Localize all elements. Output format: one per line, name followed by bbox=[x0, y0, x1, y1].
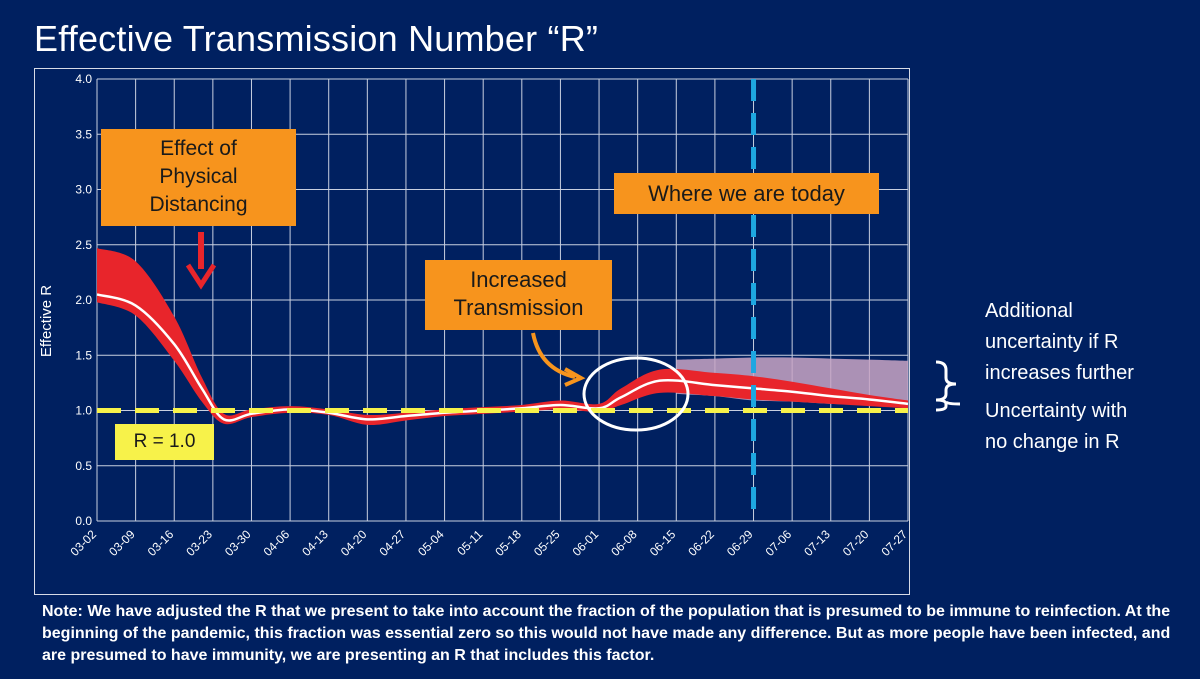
y-axis-label: Effective R bbox=[38, 285, 55, 357]
x-tick-label: 03-23 bbox=[183, 527, 215, 559]
y-tick-label: 3.0 bbox=[75, 183, 92, 197]
increased-arrow-curve bbox=[531, 332, 576, 379]
y-tick-label: 3.5 bbox=[75, 127, 92, 141]
x-tick-label: 03-16 bbox=[145, 527, 177, 559]
uncertainty-no-change-line2: no change in R bbox=[985, 431, 1120, 453]
x-tick-label: 03-30 bbox=[222, 527, 254, 559]
footnote: Note: We have adjusted the R that we pre… bbox=[42, 603, 1171, 664]
callout-today-text: Where we are today bbox=[648, 181, 845, 206]
callout-distancing-line1: Effect of bbox=[160, 137, 237, 160]
highlight-ellipse bbox=[582, 356, 690, 432]
callout-distancing-line3: Distancing bbox=[149, 193, 248, 216]
x-tick-label: 05-04 bbox=[415, 527, 447, 559]
x-tick-label: 03-02 bbox=[68, 527, 100, 559]
uncertainty-no-change-text: Uncertainty with no change in R bbox=[985, 396, 1127, 458]
brace-icon bbox=[935, 360, 961, 412]
slide-title: Effective Transmission Number “R” bbox=[34, 18, 599, 59]
x-tick-label: 05-18 bbox=[492, 527, 524, 559]
x-tick-label: 06-22 bbox=[685, 527, 717, 559]
x-tick-label: 07-13 bbox=[801, 527, 833, 559]
additional-uncertainty-line3: increases further bbox=[985, 362, 1134, 384]
distancing-arrow-icon bbox=[185, 263, 217, 290]
x-tick-label: 06-08 bbox=[608, 527, 640, 559]
x-tick-label: 07-27 bbox=[879, 527, 911, 559]
x-tick-label: 04-27 bbox=[376, 527, 408, 559]
x-tick-label: 04-13 bbox=[299, 527, 331, 559]
y-tick-label: 1.5 bbox=[75, 348, 92, 362]
x-tick-label: 07-06 bbox=[763, 527, 795, 559]
additional-uncertainty-line1: Additional bbox=[985, 300, 1073, 322]
x-tick-label: 06-29 bbox=[724, 527, 756, 559]
increased-arrow-icon bbox=[564, 367, 586, 387]
y-tick-label: 1.0 bbox=[75, 404, 92, 418]
uncertainty-band bbox=[97, 248, 908, 426]
x-tick-label: 03-09 bbox=[106, 527, 138, 559]
additional-uncertainty-line2: uncertainty if R bbox=[985, 331, 1119, 353]
callout-increased: Increased Transmission bbox=[425, 260, 612, 330]
x-tick-label: 04-06 bbox=[261, 527, 293, 559]
x-tick-label: 07-20 bbox=[840, 527, 872, 559]
x-tick-label: 04-20 bbox=[338, 527, 370, 559]
r-equals-one-label: R = 1.0 bbox=[115, 424, 214, 460]
x-tick-label: 06-15 bbox=[647, 527, 679, 559]
callout-increased-line1: Increased bbox=[470, 267, 567, 292]
x-tick-label: 06-01 bbox=[570, 527, 602, 559]
y-tick-label: 0.0 bbox=[75, 514, 92, 528]
callout-increased-line2: Transmission bbox=[453, 295, 584, 320]
callout-distancing: Effect of Physical Distancing bbox=[101, 129, 296, 226]
uncertainty-no-change-line1: Uncertainty with bbox=[985, 400, 1128, 422]
y-tick-label: 0.5 bbox=[75, 459, 92, 473]
additional-uncertainty-text: Additional uncertainty if R increases fu… bbox=[985, 296, 1134, 389]
callout-distancing-line2: Physical bbox=[159, 165, 238, 188]
y-tick-label: 2.5 bbox=[75, 238, 92, 252]
y-tick-label: 4.0 bbox=[75, 72, 92, 86]
callout-today: Where we are today bbox=[614, 173, 879, 214]
x-tick-label: 05-11 bbox=[454, 527, 485, 558]
y-tick-label: 2.0 bbox=[75, 293, 92, 307]
x-tick-label: 05-25 bbox=[531, 527, 563, 559]
